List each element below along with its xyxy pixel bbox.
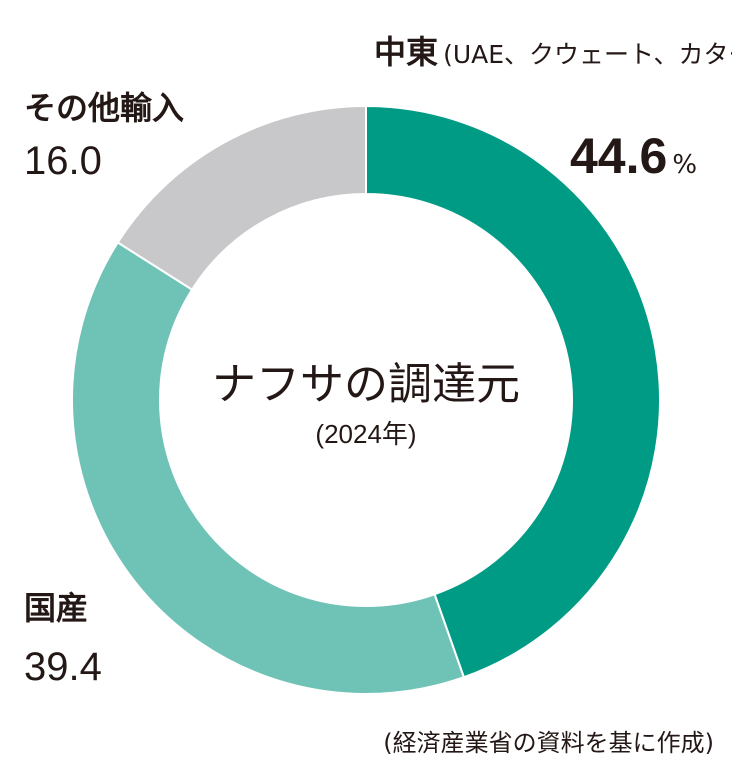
slice-label-domestic: 国産 — [24, 589, 89, 627]
slice-label-other-imports: その他輸入 — [24, 89, 185, 127]
value-label-other-imports: 16.0 — [24, 139, 102, 183]
source-note: (経済産業省の資料を基に作成) — [383, 729, 714, 757]
slice-domestic — [71, 241, 466, 695]
chart-subtitle: (2024年) — [315, 419, 417, 449]
slice-label-middle-east: 中東 (UAE、クウェート、カタール等) — [374, 34, 732, 71]
value-text: 44.6 — [570, 128, 668, 184]
slice-other-imports — [116, 104, 367, 291]
slice-middle-east — [365, 104, 661, 679]
category-note: (UAE、クウェート、カタール等) — [443, 40, 732, 69]
value-label-middle-east: 44.6 % — [570, 128, 697, 186]
unit-text: % — [672, 150, 698, 180]
chart-title: ナフサの調達元 — [212, 359, 520, 410]
category-label: 中東 — [374, 33, 439, 71]
value-label-domestic: 39.4 — [24, 645, 102, 689]
